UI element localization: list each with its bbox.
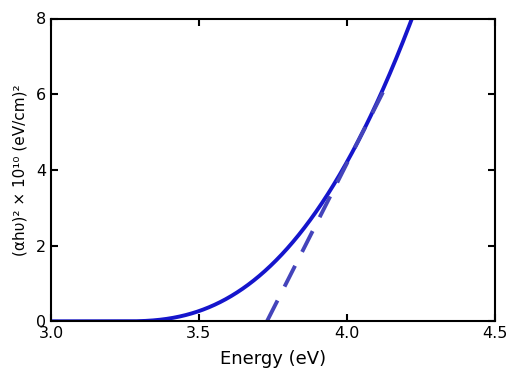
X-axis label: Energy (eV): Energy (eV): [220, 350, 326, 367]
Y-axis label: (αhυ)² × 10¹⁰ (eV/cm)²: (αhυ)² × 10¹⁰ (eV/cm)²: [12, 84, 28, 256]
